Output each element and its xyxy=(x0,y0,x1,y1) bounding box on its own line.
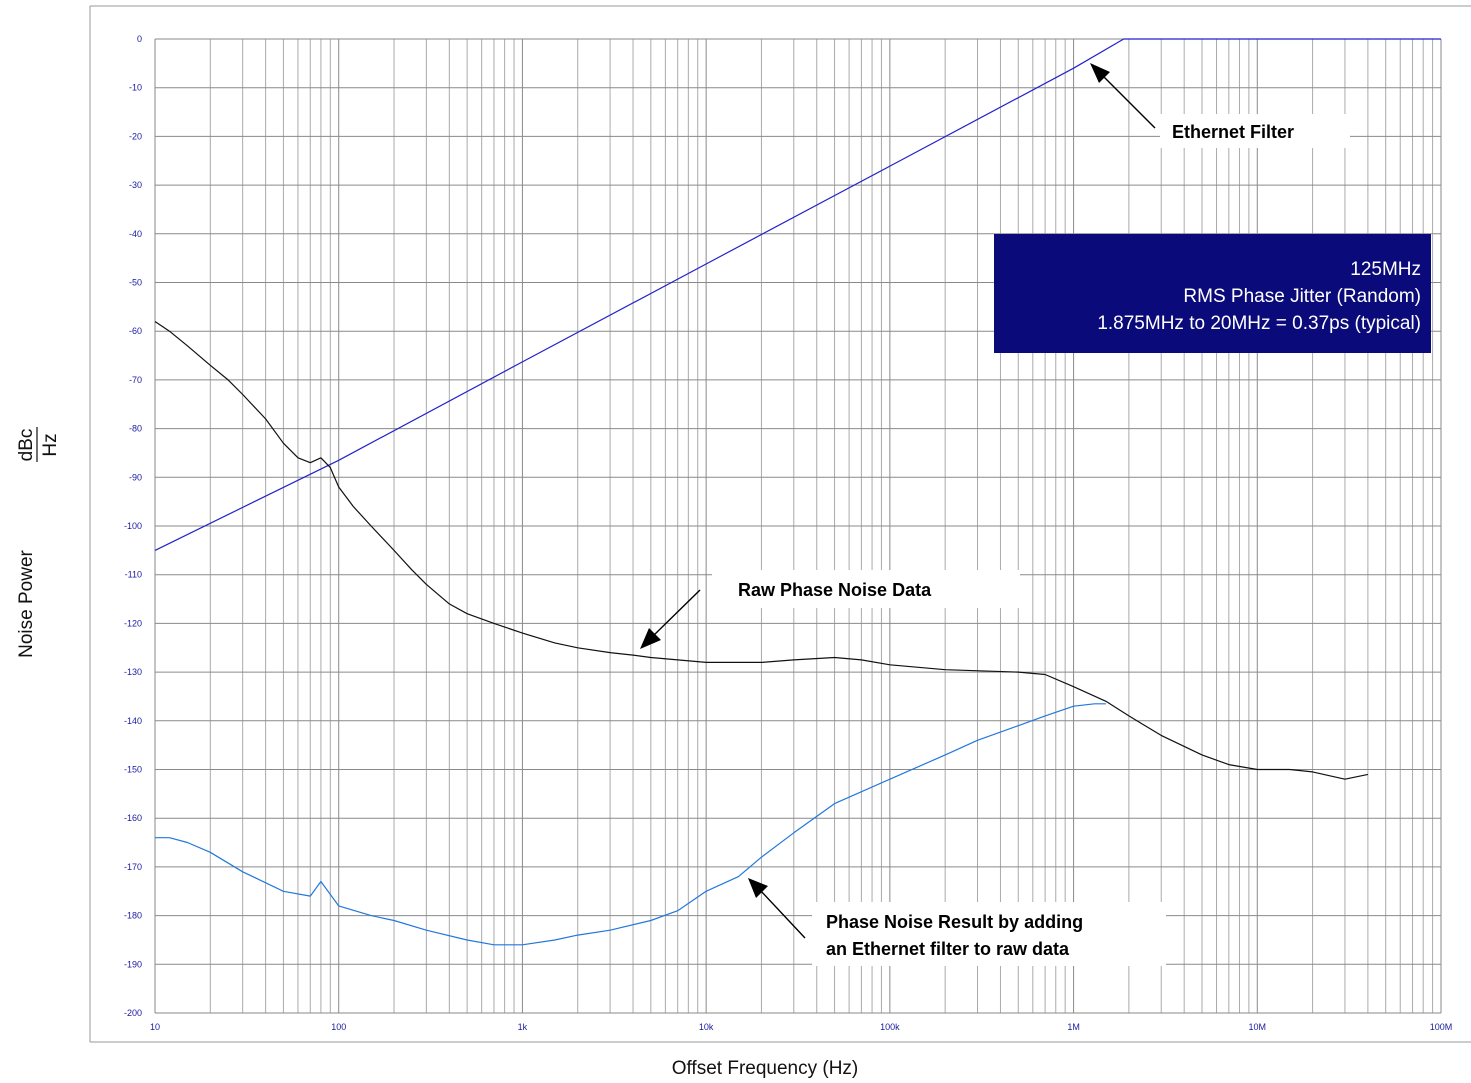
y-tick-label: -140 xyxy=(124,716,142,726)
y-tick-label: 0 xyxy=(137,34,142,44)
y-axis-unit-numerator: dBc xyxy=(16,429,37,462)
info-box-line-1: 125MHz xyxy=(1350,259,1421,280)
ethernet-filter-arrow xyxy=(1090,63,1156,129)
y-tick-label: -120 xyxy=(124,618,142,628)
series-line-raw xyxy=(154,321,1369,780)
raw-label-bg xyxy=(712,570,1020,608)
series-line-ethernet_filter xyxy=(154,38,1441,551)
y-tick-label: -190 xyxy=(124,959,142,969)
jitter-info-box xyxy=(994,234,1431,353)
raw-phase-noise-label: Raw Phase Noise Data xyxy=(738,580,932,600)
result-label-line-1: Phase Noise Result by adding xyxy=(826,912,1083,932)
x-tick-label: 100 xyxy=(331,1022,346,1032)
ethernet-filter-label: Ethernet Filter xyxy=(1172,122,1294,142)
y-tick-labels: 0 -10 -20 -30 -40 -50 -60 -70 -80 -90 -100 -110 -120… xyxy=(124,34,142,1018)
y-tick-label: -200 xyxy=(124,1008,142,1018)
x-tick-label: 10 xyxy=(150,1022,160,1032)
y-tick-label: -80 xyxy=(129,424,142,434)
y-axis-unit-denominator: Hz xyxy=(40,433,61,456)
series-line-result xyxy=(155,703,1106,946)
plot-grid xyxy=(154,38,1442,1014)
result-label-line-2: an Ethernet filter to raw data xyxy=(826,939,1070,959)
y-tick-label: -60 xyxy=(129,326,142,336)
y-tick-label: -100 xyxy=(124,521,142,531)
y-tick-label: -90 xyxy=(129,472,142,482)
result-label-bg xyxy=(812,902,1166,966)
x-tick-label: 1M xyxy=(1067,1022,1080,1032)
y-tick-label: -150 xyxy=(124,765,142,775)
y-tick-label: -70 xyxy=(129,375,142,385)
info-box-line-3: 1.875MHz to 20MHz = 0.37ps (typical) xyxy=(1097,313,1421,334)
x-axis-title: Offset Frequency (Hz) xyxy=(672,1058,859,1079)
y-axis-title-group: Noise Power dBc Hz xyxy=(16,427,61,658)
y-axis-title: Noise Power xyxy=(16,549,37,657)
y-tick-label: -160 xyxy=(124,813,142,823)
ethernet-filter-label-bg xyxy=(1160,114,1350,148)
y-tick-label: -170 xyxy=(124,862,142,872)
y-tick-label: -180 xyxy=(124,911,142,921)
x-tick-label: 1k xyxy=(518,1022,528,1032)
y-tick-label: -10 xyxy=(129,83,142,93)
x-tick-labels: 10 100 1k 10k 100k 1M 10M 100M xyxy=(150,1022,1452,1032)
y-tick-label: -130 xyxy=(124,667,142,677)
info-box-line-2: RMS Phase Jitter (Random) xyxy=(1183,286,1421,307)
result-arrow xyxy=(748,878,806,939)
x-tick-label: 100k xyxy=(880,1022,900,1032)
series-lines xyxy=(154,38,1441,946)
y-tick-label: -110 xyxy=(125,570,142,580)
y-tick-label: -20 xyxy=(129,131,142,141)
x-tick-label: 100M xyxy=(1430,1022,1453,1032)
raw-phase-noise-arrow xyxy=(640,589,701,649)
y-tick-label: -30 xyxy=(129,180,142,190)
y-tick-label: -50 xyxy=(129,278,142,288)
x-tick-label: 10k xyxy=(699,1022,714,1032)
x-tick-label: 10M xyxy=(1249,1022,1267,1032)
y-tick-label: -40 xyxy=(129,229,142,239)
